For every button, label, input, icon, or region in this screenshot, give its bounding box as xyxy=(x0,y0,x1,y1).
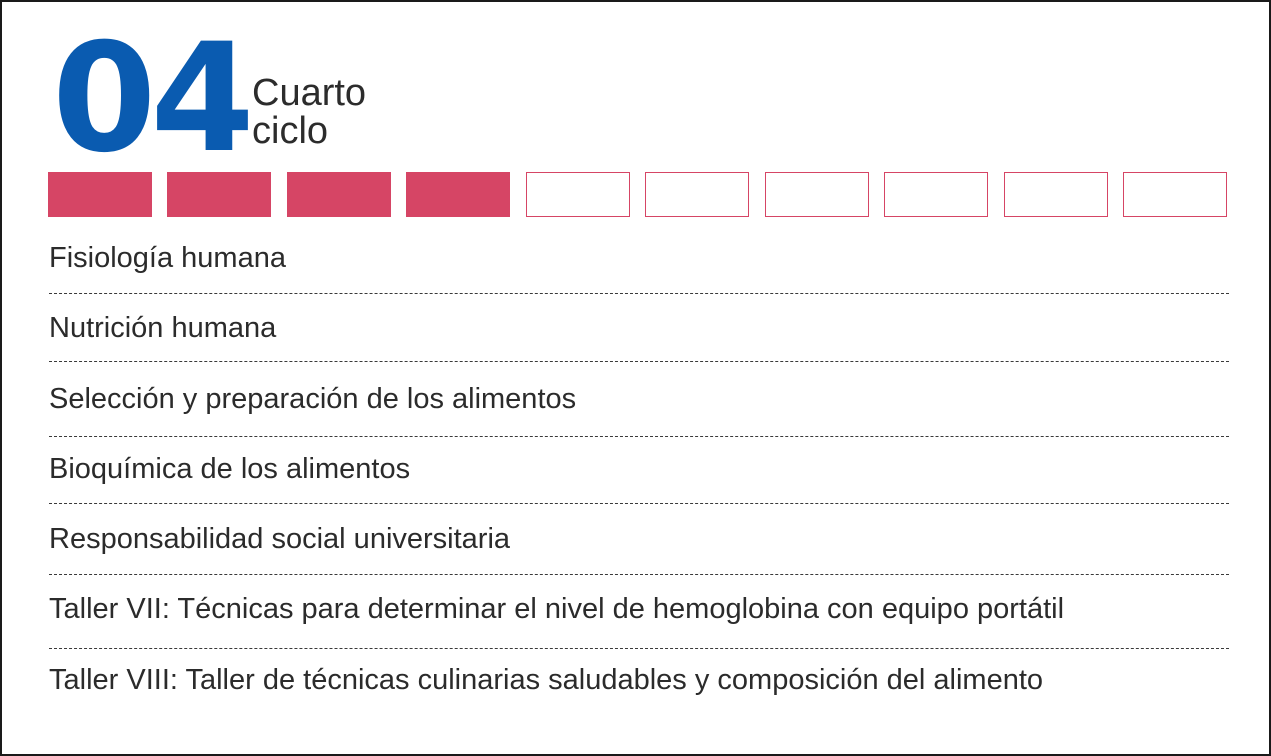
course-divider xyxy=(49,503,1229,504)
progress-segment-6 xyxy=(645,172,749,217)
progress-segment-9 xyxy=(1004,172,1108,217)
course-divider xyxy=(49,648,1229,649)
progress-segment-7 xyxy=(765,172,869,217)
course-item: Responsabilidad social universitaria xyxy=(49,523,511,555)
course-divider xyxy=(49,293,1229,294)
course-item: Nutrición humana xyxy=(49,312,277,344)
progress-segment-2 xyxy=(167,172,271,217)
progress-segment-8 xyxy=(884,172,988,217)
cycle-title: Cuarto ciclo xyxy=(252,74,366,150)
progress-segment-1 xyxy=(48,172,152,217)
course-divider xyxy=(49,436,1229,437)
progress-segment-3 xyxy=(287,172,391,217)
cycle-number: 04 xyxy=(52,12,255,186)
cycle-title-line1: Cuarto xyxy=(252,72,367,114)
progress-segment-5 xyxy=(526,172,630,217)
cycle-title-line2: ciclo xyxy=(252,110,329,152)
course-item: Selección y preparación de los alimentos xyxy=(49,383,577,415)
course-item: Taller VIII: Taller de técnicas culinari… xyxy=(49,664,1044,696)
progress-segment-10 xyxy=(1123,172,1227,217)
course-item: Fisiología humana xyxy=(49,242,286,274)
course-item: Bioquímica de los alimentos xyxy=(49,453,411,485)
progress-segment-4 xyxy=(406,172,510,217)
course-divider xyxy=(49,574,1229,575)
course-item: Taller VII: Técnicas para determinar el … xyxy=(49,593,1065,625)
course-divider xyxy=(49,361,1229,362)
